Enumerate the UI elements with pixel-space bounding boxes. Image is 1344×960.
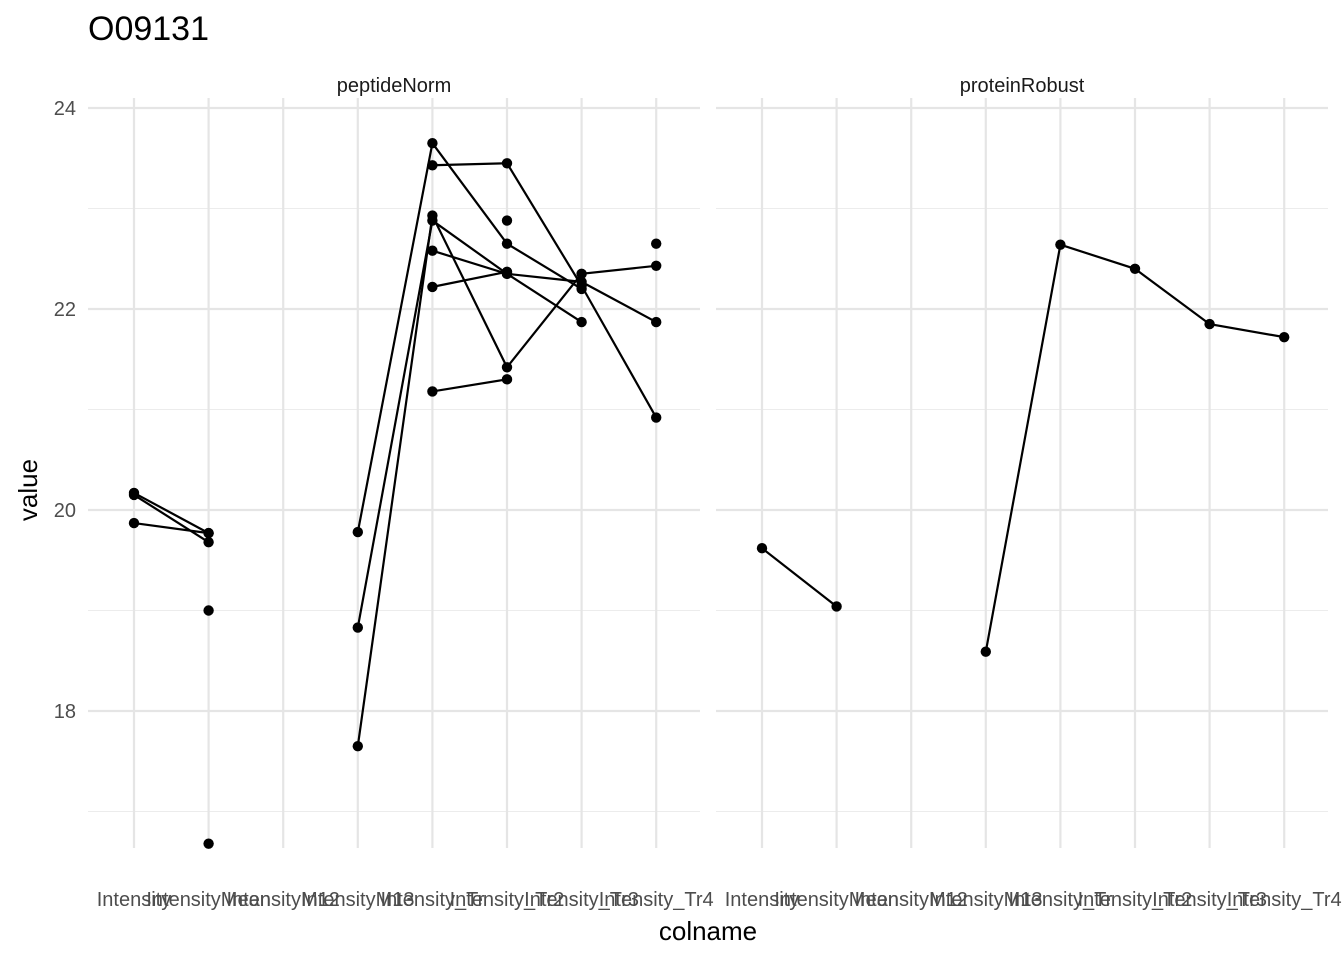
data-point <box>128 487 140 499</box>
data-point <box>427 281 438 293</box>
panel-proteinRobust: proteinRobustIntensityIntensityMeanInten… <box>716 75 1342 911</box>
x-tick-label: Intensity_Tr <box>1009 889 1113 911</box>
x-tick-label: IntensityM13 <box>929 889 1042 911</box>
data-point <box>427 245 438 256</box>
data-point <box>1129 263 1141 274</box>
series-line <box>432 162 658 419</box>
y-tick-label: 20 <box>54 500 76 522</box>
panel-peptideNorm: peptideNormIntensityIntensityMeanIntensi… <box>88 75 714 911</box>
data-point <box>128 517 140 529</box>
chart-title: O09131 <box>88 10 209 48</box>
data-point <box>203 527 214 539</box>
x-tick-label: Intensity <box>725 889 799 911</box>
x-tick-label: Intensity_Tr4 <box>1227 889 1342 911</box>
data-point <box>203 605 214 616</box>
x-tick-label: Intensity_Tr3 <box>524 889 639 911</box>
data-point <box>651 412 662 423</box>
y-tick-label: 24 <box>54 98 76 120</box>
data-point <box>203 536 214 548</box>
data-point <box>427 137 438 149</box>
x-tick-label: IntensityM13 <box>301 889 414 911</box>
data-point <box>1279 331 1290 343</box>
data-point <box>501 238 513 249</box>
x-tick-label: Intensity <box>97 889 171 911</box>
data-point <box>980 646 991 657</box>
data-point <box>651 316 662 328</box>
panel-background <box>716 98 1328 848</box>
facet-strip-label: peptideNorm <box>337 75 452 97</box>
x-tick-label: Intensity_Tr <box>381 889 485 911</box>
y-tick-label: 18 <box>54 701 76 723</box>
series-line <box>432 378 508 393</box>
facet-strip-label: proteinRobust <box>960 75 1085 97</box>
data-point <box>427 215 438 226</box>
data-point <box>203 838 214 849</box>
data-point <box>831 601 842 612</box>
facet-panels: peptideNormIntensityIntensityMeanIntensi… <box>54 75 1342 911</box>
x-tick-label: IntensityM12 <box>855 889 968 911</box>
data-point <box>576 316 587 328</box>
y-axis-title: value <box>13 459 43 521</box>
series-line <box>356 140 583 533</box>
x-tick-label: Intensity_Tr2 <box>1078 889 1193 911</box>
panel-background <box>88 98 700 848</box>
series-line <box>133 493 210 544</box>
series-line <box>133 491 210 535</box>
data-point <box>756 542 768 554</box>
x-axis-title: colname <box>659 916 757 946</box>
data-point <box>352 740 363 752</box>
data-point <box>427 160 438 171</box>
data-point <box>1204 318 1215 330</box>
series-line <box>133 521 209 535</box>
data-point <box>501 374 513 385</box>
data-point <box>501 266 513 278</box>
data-point <box>501 362 513 373</box>
data-point <box>1055 239 1066 250</box>
x-tick-label: IntensityMean <box>774 889 899 911</box>
x-tick-label: IntensityMean <box>146 889 271 911</box>
data-point <box>576 268 587 280</box>
x-tick-label: Intensity_Tr4 <box>599 889 714 911</box>
data-point <box>427 386 438 397</box>
series-line <box>432 270 508 288</box>
data-point <box>352 526 363 538</box>
data-point <box>501 215 513 226</box>
x-tick-label: IntensityM12 <box>227 889 340 911</box>
data-point <box>576 280 587 292</box>
x-tick-label: Intensity_Tr3 <box>1152 889 1267 911</box>
data-point <box>352 622 363 633</box>
y-tick-label: 22 <box>54 299 76 321</box>
data-point <box>651 238 662 249</box>
x-tick-label: Intensity_Tr2 <box>450 889 565 911</box>
data-point <box>651 260 662 271</box>
data-point <box>501 158 513 169</box>
series-line <box>761 547 838 608</box>
